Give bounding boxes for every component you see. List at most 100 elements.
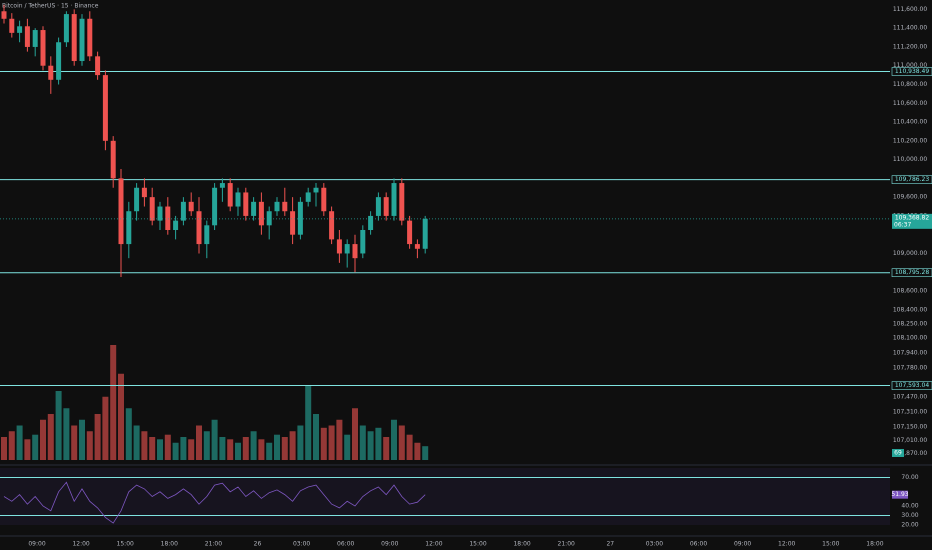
candle-body (71, 14, 77, 62)
volume-bar (125, 408, 132, 460)
level-label-box (891, 381, 932, 390)
rsi-line (3, 481, 426, 524)
rsi-value-box (892, 490, 908, 499)
volume-bar (94, 414, 101, 460)
volume-bar (55, 391, 62, 460)
candle-body (48, 65, 54, 80)
volume-bar (164, 434, 171, 460)
candle-body (1, 11, 7, 19)
y-tick-label: 108,400.00 (893, 306, 928, 313)
y-tick-label: 107,780.00 (893, 365, 928, 372)
volume-bar (110, 345, 117, 460)
x-tick-label: 18:00 (161, 541, 178, 548)
candle-body (118, 178, 124, 245)
candle-body (266, 211, 272, 226)
x-tick-label: 09:00 (734, 541, 751, 548)
volume-bar (359, 425, 366, 460)
candle-body (227, 183, 233, 207)
volume-bar (344, 434, 351, 460)
x-tick-label: 06:00 (690, 541, 707, 548)
volume-bar (219, 437, 226, 460)
volume-bar (86, 431, 93, 460)
candle-body (235, 192, 241, 207)
y-tick-label: 107,010.00 (893, 437, 928, 444)
x-tick-label: 18:00 (866, 541, 883, 548)
x-tick-label: 27 (606, 541, 614, 548)
candle-body (313, 187, 319, 193)
candle-body (290, 211, 296, 235)
candle-body (321, 187, 327, 212)
candle-body (157, 206, 163, 221)
volume-bar (242, 437, 249, 460)
volume-bar (149, 437, 156, 460)
candle-body (79, 18, 85, 62)
candle-body (165, 206, 171, 230)
candle-body (383, 197, 389, 216)
y-tick-label: 110,000.00 (893, 156, 928, 163)
volume-bar (391, 419, 397, 460)
candle-body (134, 187, 140, 212)
y-tick-label: 110,600.00 (893, 100, 928, 107)
y-tick-label: 110,400.00 (893, 119, 928, 126)
candle-body (368, 215, 374, 230)
volume-bar (336, 419, 343, 460)
level-label: 109,786.23 (895, 176, 930, 183)
y-tick-label: 109,000.00 (893, 250, 928, 257)
volume-label: 69 (894, 450, 902, 457)
y-tick-label: 108,250.00 (893, 320, 928, 327)
volume-bar (352, 408, 358, 460)
rsi-tick-label: 20.00 (901, 522, 918, 529)
x-tick-label: 12:00 (72, 541, 89, 548)
volume-bar (313, 414, 319, 460)
volume-bar (141, 431, 148, 460)
candle-body (375, 197, 381, 216)
candle-body (274, 201, 280, 212)
x-tick-label: 21:00 (558, 541, 575, 548)
y-tick-label: 107,470.00 (893, 394, 928, 401)
x-tick-label: 09:00 (381, 541, 398, 548)
x-tick-label: 15:00 (117, 541, 134, 548)
candle-body (17, 26, 23, 33)
volume-bar (188, 439, 195, 460)
candle-body (282, 201, 288, 212)
volume-bar (422, 446, 429, 460)
y-tick-label: 106,870.00 (893, 450, 928, 457)
candle-body (56, 42, 62, 80)
candle-body (243, 192, 249, 216)
volume-bar (235, 442, 241, 460)
volume-bar (281, 437, 288, 460)
candle-body (407, 220, 413, 245)
candle-body (391, 183, 397, 216)
x-tick-label: 09:00 (28, 541, 45, 548)
volume-bar (258, 439, 265, 460)
candle-body (126, 211, 132, 245)
candle-body (180, 201, 186, 221)
volume-bar (406, 434, 413, 460)
volume-bar (172, 442, 179, 460)
volume-bar (24, 439, 31, 460)
volume-bar (266, 442, 273, 460)
candle-body (32, 30, 38, 47)
volume-bar (320, 427, 327, 460)
x-tick-label: 15:00 (822, 541, 839, 548)
candle-body (344, 244, 350, 254)
candle-body (414, 244, 420, 249)
last-price-box (892, 213, 932, 229)
rsi-value-label: 51.93 (891, 491, 908, 498)
volume-bar (40, 419, 46, 460)
candle-body (352, 244, 358, 259)
y-tick-label: 107,940.00 (893, 349, 928, 356)
candle-body (188, 201, 194, 212)
x-tick-label: 26 (254, 541, 262, 548)
candle-body (24, 26, 30, 47)
y-tick-label: 111,000.00 (893, 62, 928, 69)
volume-bar (63, 408, 70, 460)
candle-body (40, 30, 46, 66)
candle-body (63, 14, 69, 43)
x-tick-label: 15:00 (469, 541, 486, 548)
volume-bar (16, 425, 23, 460)
volume-bar (305, 385, 312, 460)
volume-label-box (892, 449, 904, 457)
volume-bar (102, 396, 109, 460)
